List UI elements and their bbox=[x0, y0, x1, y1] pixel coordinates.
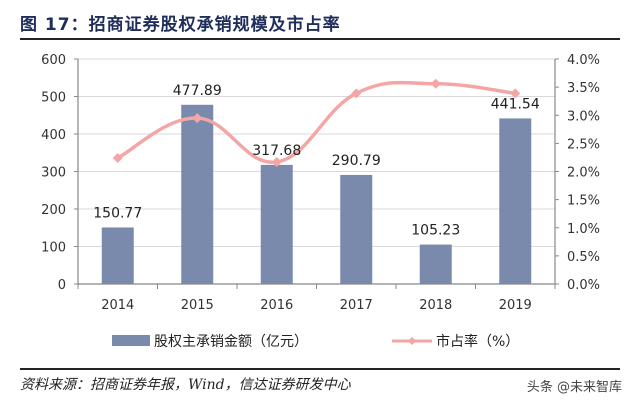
legend-bar-swatch bbox=[112, 335, 150, 346]
right-axis-tick: 1.0% bbox=[567, 222, 600, 237]
bar bbox=[101, 227, 134, 284]
legend: 股权主承销金额（亿元） 市占率（%） bbox=[112, 333, 519, 350]
x-axis-label: 2016 bbox=[260, 298, 293, 313]
bar bbox=[260, 164, 293, 284]
bar-value-label: 441.54 bbox=[491, 96, 540, 112]
chart-area: 150.77 477.89 317.68 290.79 105.23 441.54 0 10… bbox=[41, 53, 600, 350]
title-divider bbox=[20, 38, 620, 40]
bar-value-label: 317.68 bbox=[252, 143, 301, 159]
x-axis-label: 2019 bbox=[499, 298, 532, 313]
left-axis-tick: 400 bbox=[41, 128, 66, 143]
line-marker bbox=[271, 156, 282, 167]
axes: 0 100 200 300 400 500 600 0.0% 0.5% 1.0% 1.5% 2.0% 2… bbox=[41, 53, 600, 313]
right-axis-tick: 0.0% bbox=[567, 278, 600, 293]
line-marker bbox=[112, 153, 123, 163]
x-axis-label: 2014 bbox=[101, 298, 134, 313]
left-axis-tick: 200 bbox=[41, 203, 66, 218]
bar bbox=[340, 174, 373, 284]
right-axis-tick: 4.0% bbox=[567, 53, 600, 68]
bar-value-label: 105.23 bbox=[411, 223, 460, 239]
right-axis-tick: 3.0% bbox=[567, 109, 600, 124]
x-axis-label: 2015 bbox=[181, 298, 214, 313]
left-axis-tick: 500 bbox=[41, 91, 66, 106]
bar-value-label: 150.77 bbox=[93, 205, 142, 221]
line-marker bbox=[510, 88, 521, 99]
source-divider bbox=[20, 368, 620, 370]
legend-line-label: 市占率（%） bbox=[436, 333, 519, 350]
data-labels: 150.77 477.89 317.68 290.79 105.23 441.54 bbox=[93, 83, 540, 239]
right-axis-tick: 2.0% bbox=[567, 166, 600, 181]
right-axis-tick: 1.5% bbox=[567, 194, 600, 209]
watermark: 头条 @未来智库 bbox=[526, 380, 622, 395]
right-axis-tick: 2.5% bbox=[567, 137, 600, 152]
bar-value-label: 290.79 bbox=[332, 153, 381, 169]
left-axis-tick: 300 bbox=[41, 166, 66, 181]
right-axis-tick: 0.5% bbox=[567, 250, 600, 265]
line-marker bbox=[430, 78, 441, 89]
x-axis-label: 2018 bbox=[419, 298, 452, 313]
legend-bar-label: 股权主承销金额（亿元） bbox=[154, 334, 308, 350]
bar bbox=[499, 118, 532, 284]
line-series bbox=[112, 78, 521, 167]
bar-series bbox=[101, 104, 532, 284]
line-marker bbox=[351, 88, 362, 99]
bar bbox=[419, 244, 452, 284]
source-note: 资料来源：招商证券年报，Wind，信达证券研发中心 bbox=[20, 377, 351, 393]
legend-line-marker bbox=[408, 337, 416, 345]
bar bbox=[181, 104, 214, 284]
x-axis-label: 2017 bbox=[340, 298, 373, 313]
right-axis-tick: 3.5% bbox=[567, 81, 600, 96]
bar-value-label: 477.89 bbox=[173, 83, 222, 99]
left-axis-tick: 0 bbox=[58, 278, 66, 293]
left-axis-tick: 100 bbox=[41, 241, 66, 256]
chart-title: 图 17：招商证券股权承销规模及市占率 bbox=[20, 15, 341, 35]
left-axis-tick: 600 bbox=[41, 53, 66, 68]
line-marker bbox=[192, 113, 203, 124]
